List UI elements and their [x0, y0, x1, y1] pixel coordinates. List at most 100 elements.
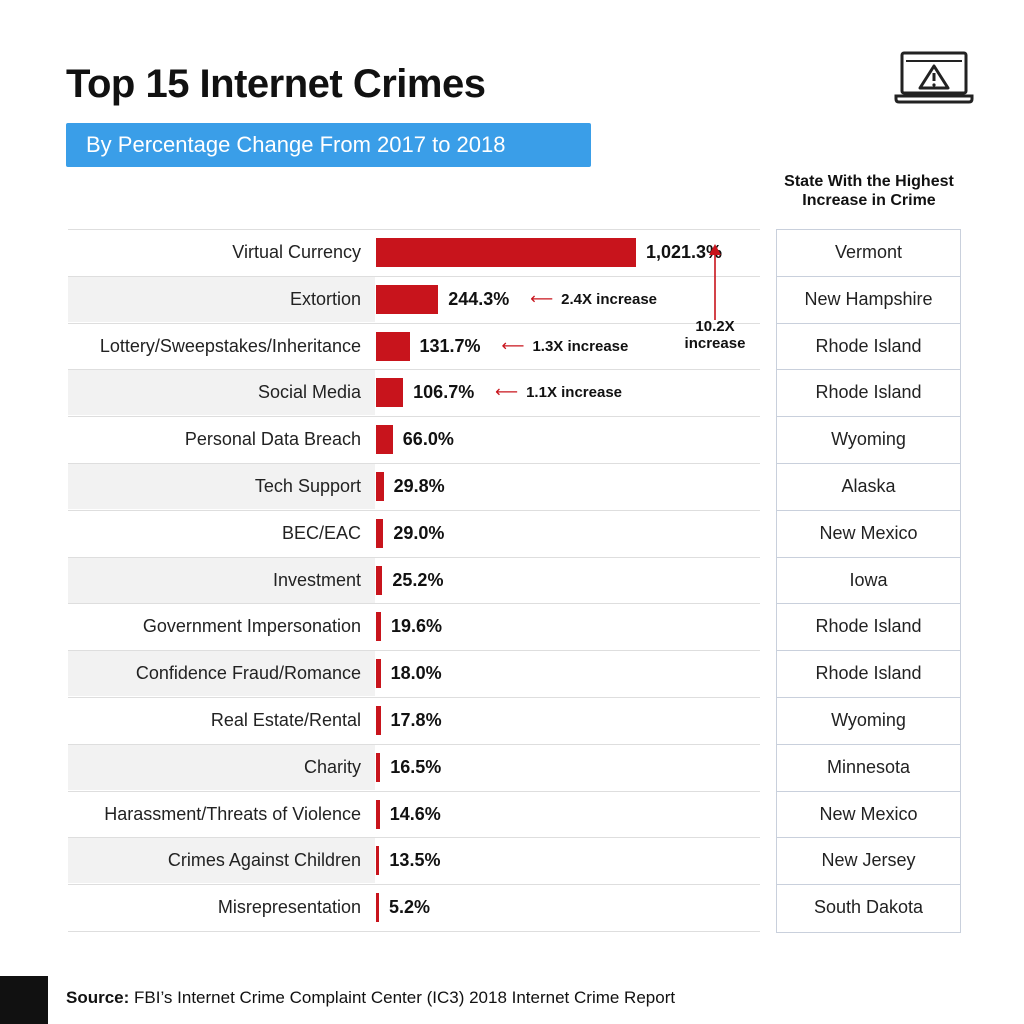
- bar: [376, 518, 384, 548]
- comparison-text: 1.1X increase: [526, 384, 622, 402]
- left-arrow-icon: ⟵: [495, 384, 519, 402]
- bar: [376, 752, 381, 782]
- data-label: 16.5%: [390, 756, 442, 777]
- state-table: Vermont New Hampshire Rhode Island Rhode Is…: [776, 229, 961, 933]
- bar: [376, 425, 393, 455]
- category-label: Extortion: [68, 276, 375, 322]
- data-label: 66.0%: [402, 429, 454, 450]
- source-note: Source: FBI’s Internet Crime Complaint C…: [66, 988, 675, 1008]
- state-cell: Vermont: [777, 230, 960, 277]
- data-label: 13.5%: [389, 850, 441, 871]
- table-row: Tech Support 29.8%: [68, 463, 760, 509]
- state-cell: New Mexico: [777, 792, 960, 839]
- comparison-annotation: ⟵ 2.4X increase: [530, 277, 657, 322]
- bar: [376, 378, 404, 408]
- category-label: Tech Support: [68, 464, 375, 509]
- left-arrow-icon: ⟵: [501, 337, 525, 355]
- state-cell: New Hampshire: [777, 277, 960, 324]
- state-cell: Rhode Island: [777, 651, 960, 698]
- state-cell: New Jersey: [777, 838, 960, 886]
- table-row: Crimes Against Children 13.5%: [68, 837, 760, 884]
- data-label: 106.7%: [413, 382, 475, 403]
- category-label: Charity: [68, 744, 375, 790]
- footer-block: [0, 976, 48, 1024]
- data-label: 1,021.3%: [646, 242, 723, 262]
- table-row: Charity 16.5%: [68, 743, 760, 790]
- bar: [376, 472, 384, 501]
- category-label: Investment: [68, 557, 375, 603]
- state-cell: Minnesota: [777, 745, 960, 792]
- page-title: Top 15 Internet Crimes: [66, 62, 486, 106]
- table-row: Virtual Currency 1,021.3%: [68, 229, 760, 275]
- source-label: Source:: [66, 988, 130, 1007]
- up-arrow-icon: [709, 244, 721, 320]
- bar: [376, 331, 410, 361]
- bar: [376, 706, 381, 735]
- table-row: Extortion 244.3% ⟵ 2.4X increase: [68, 275, 760, 322]
- comparison-annotation: ⟵ 1.1X increase: [495, 370, 622, 415]
- table-row: Government Impersonation 19.6%: [68, 603, 760, 649]
- state-cell: Rhode Island: [777, 370, 960, 418]
- table-row: BEC/EAC 29.0%: [68, 509, 760, 556]
- category-label: Real Estate/Rental: [210, 710, 361, 730]
- data-label: 18.0%: [390, 663, 442, 684]
- laptop-warning-icon: [894, 51, 974, 104]
- table-row: Lottery/Sweepstakes/Inheritance 131.7% ⟵ 1.…: [68, 322, 760, 369]
- bar: [376, 612, 381, 642]
- left-arrow-icon: ⟵: [530, 290, 554, 308]
- comparison-annotation: ⟵ 1.3X increase: [502, 324, 629, 369]
- bar: [376, 565, 383, 595]
- bar: [376, 846, 380, 876]
- state-cell: Iowa: [777, 558, 960, 605]
- table-row: Social Media 106.7% ⟵ 1.1X increase: [68, 369, 760, 416]
- category-label: Misrepresentation: [217, 897, 361, 918]
- data-label: 5.2%: [389, 897, 431, 918]
- state-cell: Rhode Island: [777, 324, 960, 371]
- data-label: 131.7%: [419, 335, 481, 356]
- state-cell: South Dakota: [813, 897, 924, 918]
- bar: [376, 799, 380, 829]
- state-cell: Rhode Island: [777, 604, 960, 652]
- table-row: Confidence Fraud/Romance 18.0%: [68, 650, 760, 697]
- category-label: BEC/EAC: [281, 522, 361, 543]
- state-cell: New Mexico: [777, 511, 960, 558]
- bar: [376, 659, 381, 689]
- vertical-annotation-line1: 10.2X: [695, 318, 735, 335]
- table-row: Investment 25.2%: [68, 556, 760, 603]
- data-label: 29.8%: [393, 476, 445, 496]
- subtitle-banner: By Percentage Change From 2017 to 2018: [66, 123, 591, 167]
- state-cell: Wyoming: [777, 417, 960, 464]
- state-header-line2: Increase in Crime: [802, 192, 936, 209]
- data-label: 14.6%: [389, 803, 441, 824]
- chart-bottom-rule: [68, 931, 760, 932]
- comparison-text: 2.4X increase: [561, 290, 658, 308]
- table-row: Misrepresentation 5.2%: [68, 884, 760, 930]
- state-cell: Alaska: [777, 464, 960, 511]
- category-label: Harassment/Threats of Violence: [104, 803, 361, 824]
- data-label: 244.3%: [448, 288, 510, 309]
- vertical-annotation: 10.2X increase: [666, 318, 764, 352]
- category-label: Crimes Against Children: [68, 838, 375, 884]
- category-label: Confidence Fraud/Romance: [68, 651, 375, 697]
- vertical-annotation-line2: increase: [684, 335, 746, 352]
- bar: [376, 238, 636, 267]
- table-row: Harassment/Threats of Violence 14.6%: [68, 790, 760, 837]
- category-label: Personal Data Breach: [184, 429, 361, 450]
- table-row: Real Estate/Rental 17.8%: [68, 697, 760, 743]
- category-label: Virtual Currency: [232, 242, 361, 262]
- bar: [376, 284, 439, 314]
- comparison-text: 1.3X increase: [532, 337, 629, 355]
- category-label: Social Media: [68, 370, 375, 416]
- state-header-line1: State With the Highest: [784, 173, 954, 190]
- data-label: 29.0%: [393, 522, 445, 543]
- data-label: 19.6%: [390, 616, 443, 637]
- category-label: Lottery/Sweepstakes/Inheritance: [99, 335, 361, 356]
- source-text: FBI’s Internet Crime Complaint Center (I…: [129, 988, 676, 1007]
- data-label: 17.8%: [390, 710, 442, 730]
- category-label: Government Impersonation: [142, 616, 361, 637]
- state-cell: Wyoming: [777, 698, 960, 745]
- table-row: Personal Data Breach 66.0%: [68, 416, 760, 462]
- bar: [376, 893, 379, 923]
- data-label: 25.2%: [392, 569, 444, 590]
- state-column-header: State With the Highest Increase in Crime: [760, 172, 978, 210]
